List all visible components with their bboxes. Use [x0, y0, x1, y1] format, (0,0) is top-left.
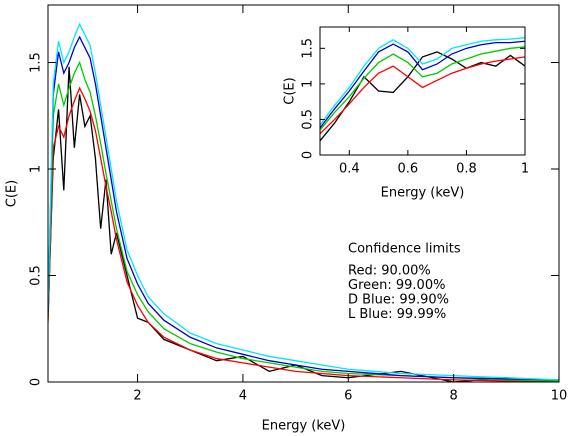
- x-tick-label: 0.8: [456, 162, 477, 177]
- y-tick-label: 1.5: [29, 52, 44, 73]
- y-tick-label: 0.5: [301, 109, 316, 130]
- inset-background: [320, 27, 525, 155]
- x-tick-label: 0.4: [339, 162, 360, 177]
- y-axis-label: C(E): [283, 77, 298, 104]
- y-tick-label: 0.5: [29, 265, 44, 286]
- x-tick-label: 4: [239, 389, 247, 404]
- y-tick-label: 0: [301, 151, 316, 159]
- data-line: [320, 56, 525, 135]
- plot-frame: [47, 4, 560, 383]
- x-tick-label: 2: [133, 389, 141, 404]
- data-line: [320, 37, 525, 126]
- legend-title: Confidence limits: [348, 242, 461, 257]
- x-tick-label: 1: [521, 162, 529, 177]
- legend-entry: D Blue: 99.90%: [348, 293, 449, 308]
- x-axis-label: Energy (keV): [381, 186, 465, 201]
- y-tick-label: 1: [301, 80, 316, 88]
- data-line: [48, 60, 559, 382]
- x-tick-label: 6: [344, 389, 352, 404]
- x-axis-label: Energy (keV): [262, 419, 346, 434]
- y-tick-label: 0: [29, 378, 44, 386]
- plot-frame: [319, 26, 526, 156]
- inset-chart: 0.4 0.6 0.8 1 0 0.5 1 1.5 Energy (keV) C(E): [283, 26, 529, 201]
- x-tick-label: 8: [449, 389, 457, 404]
- legend-entry: Red: 90.00%: [348, 264, 431, 279]
- data-line: [48, 86, 559, 382]
- data-line: [320, 46, 525, 131]
- y-tick-label: 1: [29, 165, 44, 173]
- y-tick-label: 1.5: [301, 38, 316, 59]
- data-line: [320, 51, 525, 142]
- legend-entry: L Blue: 99.99%: [348, 307, 446, 322]
- y-axis-label: C(E): [5, 180, 20, 207]
- legend-entry: Green: 99.00%: [348, 278, 445, 293]
- data-line: [48, 22, 559, 381]
- x-tick-label: 10: [551, 389, 568, 404]
- x-tick-label: 0.6: [398, 162, 419, 177]
- data-line: [320, 40, 525, 129]
- data-line: [48, 35, 559, 381]
- data-line: [48, 66, 559, 382]
